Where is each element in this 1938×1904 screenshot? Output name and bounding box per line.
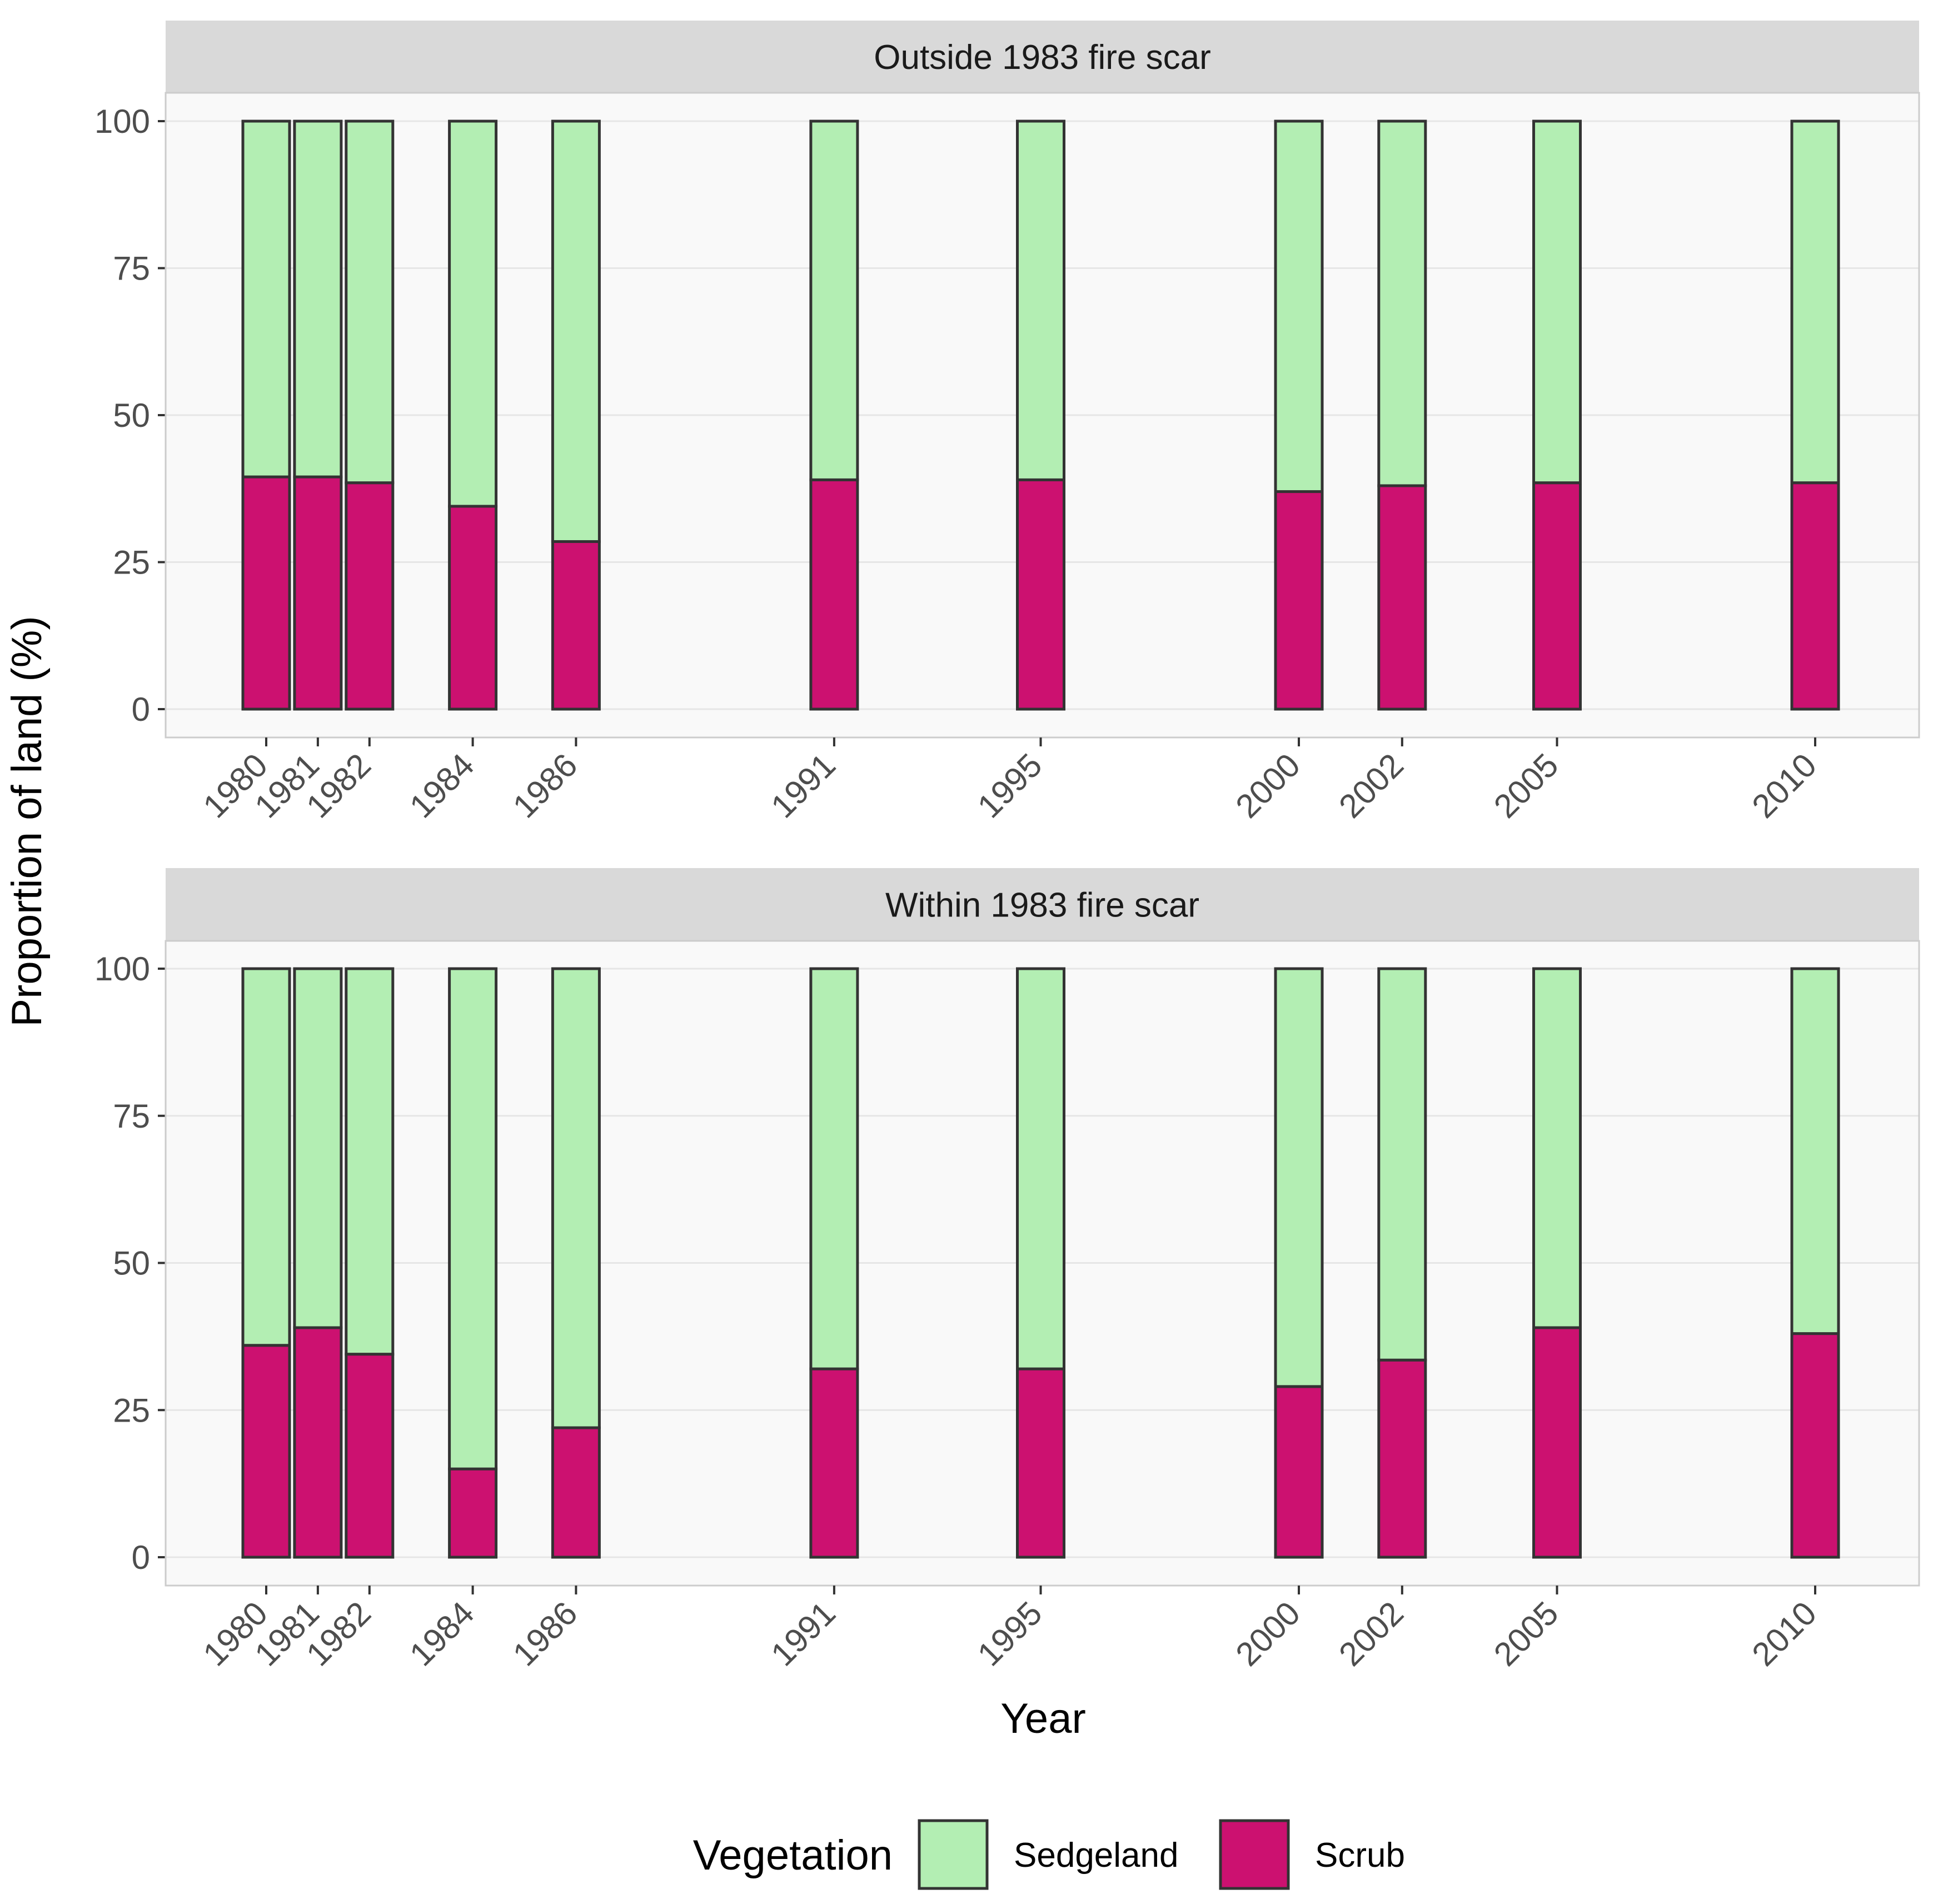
- legend-key-sedgeland: [918, 1819, 989, 1890]
- x-axis-title: Year: [1000, 1695, 1086, 1742]
- y-tick-label: 75: [113, 1098, 150, 1135]
- bar-scrub: [1532, 1326, 1582, 1559]
- y-tick-label: 50: [113, 1245, 150, 1282]
- bar-sedgeland: [1532, 119, 1582, 485]
- bar-scrub: [293, 475, 343, 711]
- panel-border: [165, 92, 1920, 739]
- bar-sedgeland: [1274, 967, 1324, 1388]
- bar-scrub: [1790, 481, 1840, 711]
- bar-scrub: [345, 481, 395, 711]
- bar-sedgeland: [1274, 119, 1324, 494]
- bar-sedgeland: [1377, 967, 1427, 1362]
- y-tick-label: 0: [132, 691, 150, 728]
- y-tick-label: 100: [94, 950, 150, 988]
- bar-sedgeland: [1532, 967, 1582, 1329]
- facet-panel: Outside 1983 fire scar025507510019801981…: [94, 21, 1920, 825]
- bar-sedgeland: [1016, 967, 1065, 1370]
- bar-sedgeland: [241, 967, 291, 1347]
- facet-strip: [166, 868, 1919, 941]
- facet-strip: [166, 21, 1919, 93]
- facet-title: Outside 1983 fire scar: [874, 38, 1211, 77]
- bar-scrub: [809, 1367, 859, 1559]
- bar-scrub: [241, 475, 291, 711]
- bar-scrub: [448, 505, 498, 711]
- bar-scrub: [1016, 478, 1065, 711]
- bar-scrub: [1377, 1358, 1427, 1559]
- bar-scrub: [448, 1467, 498, 1559]
- bar-sedgeland: [809, 119, 859, 481]
- bar-sedgeland: [1377, 119, 1427, 487]
- y-tick-label: 25: [113, 544, 150, 581]
- bar-sedgeland: [1790, 967, 1840, 1335]
- legend-items: Sedgeland Scrub: [918, 1819, 1405, 1890]
- y-axis-title: Proportion of land (%): [3, 616, 51, 1026]
- y-tick-label: 100: [94, 103, 150, 140]
- y-tick-label: 75: [113, 250, 150, 287]
- bar-sedgeland: [293, 119, 343, 479]
- y-tick-label: 0: [132, 1539, 150, 1576]
- bar-scrub: [1016, 1367, 1065, 1559]
- panel-border: [165, 940, 1920, 1587]
- bar-scrub: [551, 1426, 601, 1559]
- facet-title: Within 1983 fire scar: [885, 886, 1199, 925]
- bar-sedgeland: [345, 119, 395, 485]
- facet-panel: Within 1983 fire scar0255075100198019811…: [94, 868, 1920, 1673]
- bar-scrub: [1274, 1385, 1324, 1559]
- bar-sedgeland: [293, 967, 343, 1329]
- bar-sedgeland: [1016, 119, 1065, 481]
- legend-label-scrub: Scrub: [1315, 1836, 1405, 1875]
- bar-scrub: [1790, 1332, 1840, 1559]
- bar-sedgeland: [551, 119, 601, 543]
- facets: Outside 1983 fire scar025507510019801981…: [94, 21, 1920, 1673]
- bar-scrub: [809, 478, 859, 711]
- bar-scrub: [241, 1344, 291, 1559]
- bar-scrub: [1532, 481, 1582, 711]
- legend: Vegetation Sedgeland Scrub: [693, 1819, 1405, 1890]
- legend-label-sedgeland: Sedgeland: [1014, 1836, 1179, 1875]
- bar-sedgeland: [551, 967, 601, 1429]
- bar-sedgeland: [345, 967, 395, 1356]
- legend-key-scrub: [1219, 1819, 1290, 1890]
- y-tick-label: 25: [113, 1392, 150, 1429]
- bar-sedgeland: [448, 119, 498, 508]
- bar-sedgeland: [241, 119, 291, 479]
- bar-sedgeland: [1790, 119, 1840, 485]
- bar-scrub: [1377, 484, 1427, 711]
- legend-title: Vegetation: [693, 1832, 893, 1879]
- bar-sedgeland: [448, 967, 498, 1471]
- bar-scrub: [293, 1326, 343, 1559]
- bar-sedgeland: [809, 967, 859, 1370]
- y-tick-label: 50: [113, 397, 150, 434]
- bar-scrub: [551, 540, 601, 711]
- bar-scrub: [1274, 490, 1324, 711]
- bar-scrub: [345, 1353, 395, 1559]
